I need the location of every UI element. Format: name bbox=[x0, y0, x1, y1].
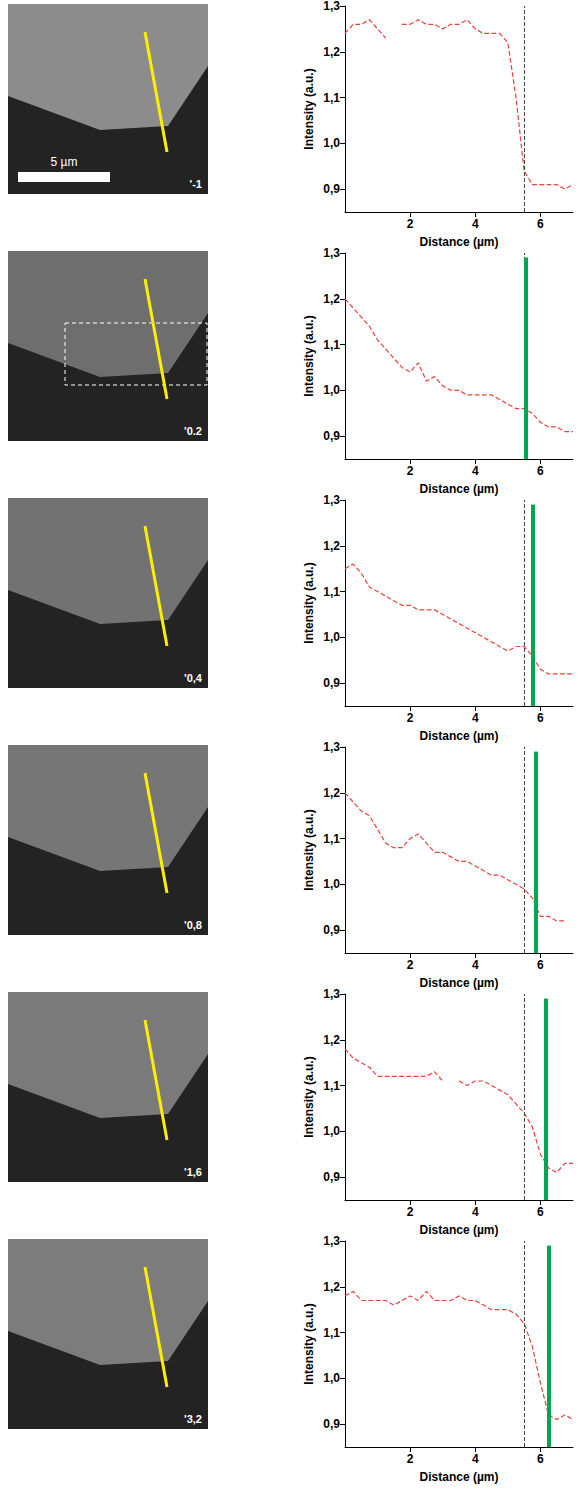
svg-text:0,9: 0,9 bbox=[323, 923, 340, 937]
svg-text:2: 2 bbox=[407, 464, 414, 478]
svg-text:Intensity (a.u.): Intensity (a.u.) bbox=[302, 315, 316, 396]
svg-text:Distance (µm): Distance (µm) bbox=[420, 976, 499, 990]
svg-text:6: 6 bbox=[537, 711, 544, 725]
svg-text:2: 2 bbox=[407, 711, 414, 725]
svg-text:1,1: 1,1 bbox=[323, 832, 340, 846]
svg-text:6: 6 bbox=[537, 958, 544, 972]
svg-text:0,9: 0,9 bbox=[323, 1417, 340, 1431]
svg-text:1,3: 1,3 bbox=[323, 0, 340, 13]
svg-text:0,9: 0,9 bbox=[323, 1170, 340, 1184]
svg-text:0,9: 0,9 bbox=[323, 676, 340, 690]
svg-text:1,1: 1,1 bbox=[323, 585, 340, 599]
svg-text:Distance (µm): Distance (µm) bbox=[420, 482, 499, 496]
svg-text:0,9: 0,9 bbox=[323, 182, 340, 196]
svg-text:2: 2 bbox=[407, 217, 414, 231]
svg-text:Distance (µm): Distance (µm) bbox=[420, 729, 499, 743]
svg-text:1,1: 1,1 bbox=[323, 1326, 340, 1340]
svg-text:1,3: 1,3 bbox=[323, 1234, 340, 1248]
svg-text:Intensity (a.u.): Intensity (a.u.) bbox=[302, 1303, 316, 1384]
svg-text:4: 4 bbox=[472, 958, 479, 972]
svg-text:'0,4: '0,4 bbox=[184, 672, 203, 684]
svg-text:1,2: 1,2 bbox=[323, 786, 340, 800]
svg-text:Distance (µm): Distance (µm) bbox=[420, 1223, 499, 1237]
svg-text:1,0: 1,0 bbox=[323, 383, 340, 397]
svg-text:Intensity (a.u.): Intensity (a.u.) bbox=[302, 562, 316, 643]
svg-text:1,3: 1,3 bbox=[323, 493, 340, 507]
svg-text:1,3: 1,3 bbox=[323, 987, 340, 1001]
svg-text:'1,6: '1,6 bbox=[184, 1166, 202, 1178]
svg-text:'-1: '-1 bbox=[190, 178, 202, 190]
svg-text:Distance (µm): Distance (µm) bbox=[420, 1470, 499, 1484]
svg-text:2: 2 bbox=[407, 958, 414, 972]
svg-text:1,2: 1,2 bbox=[323, 1033, 340, 1047]
svg-text:2: 2 bbox=[407, 1452, 414, 1466]
svg-text:0,9: 0,9 bbox=[323, 429, 340, 443]
svg-text:1,0: 1,0 bbox=[323, 1124, 340, 1138]
svg-text:1,3: 1,3 bbox=[323, 740, 340, 754]
svg-text:4: 4 bbox=[472, 1205, 479, 1219]
svg-text:4: 4 bbox=[472, 1452, 479, 1466]
svg-text:4: 4 bbox=[472, 711, 479, 725]
svg-text:1,0: 1,0 bbox=[323, 136, 340, 150]
svg-text:Intensity (a.u.): Intensity (a.u.) bbox=[302, 809, 316, 890]
svg-text:1,1: 1,1 bbox=[323, 338, 340, 352]
svg-text:4: 4 bbox=[472, 217, 479, 231]
svg-text:'0,8: '0,8 bbox=[184, 919, 202, 931]
svg-text:2: 2 bbox=[407, 1205, 414, 1219]
svg-text:1,0: 1,0 bbox=[323, 877, 340, 891]
svg-text:1,3: 1,3 bbox=[323, 246, 340, 260]
svg-text:1,0: 1,0 bbox=[323, 630, 340, 644]
svg-text:1,1: 1,1 bbox=[323, 91, 340, 105]
svg-text:1,2: 1,2 bbox=[323, 292, 340, 306]
svg-text:Intensity (a.u.): Intensity (a.u.) bbox=[302, 1056, 316, 1137]
svg-text:Intensity (a.u.): Intensity (a.u.) bbox=[302, 68, 316, 149]
svg-text:Distance (µm): Distance (µm) bbox=[420, 235, 499, 249]
svg-text:4: 4 bbox=[472, 464, 479, 478]
svg-text:1,0: 1,0 bbox=[323, 1371, 340, 1385]
svg-text:'3,2: '3,2 bbox=[184, 1413, 202, 1425]
svg-text:1,1: 1,1 bbox=[323, 1079, 340, 1093]
svg-text:1,2: 1,2 bbox=[323, 539, 340, 553]
svg-text:6: 6 bbox=[537, 1205, 544, 1219]
svg-text:6: 6 bbox=[537, 464, 544, 478]
svg-text:6: 6 bbox=[537, 217, 544, 231]
svg-text:6: 6 bbox=[537, 1452, 544, 1466]
svg-text:1,2: 1,2 bbox=[323, 45, 340, 59]
svg-text:1,2: 1,2 bbox=[323, 1280, 340, 1294]
svg-text:5 µm: 5 µm bbox=[51, 155, 78, 169]
svg-text:'0.2: '0.2 bbox=[184, 425, 202, 437]
